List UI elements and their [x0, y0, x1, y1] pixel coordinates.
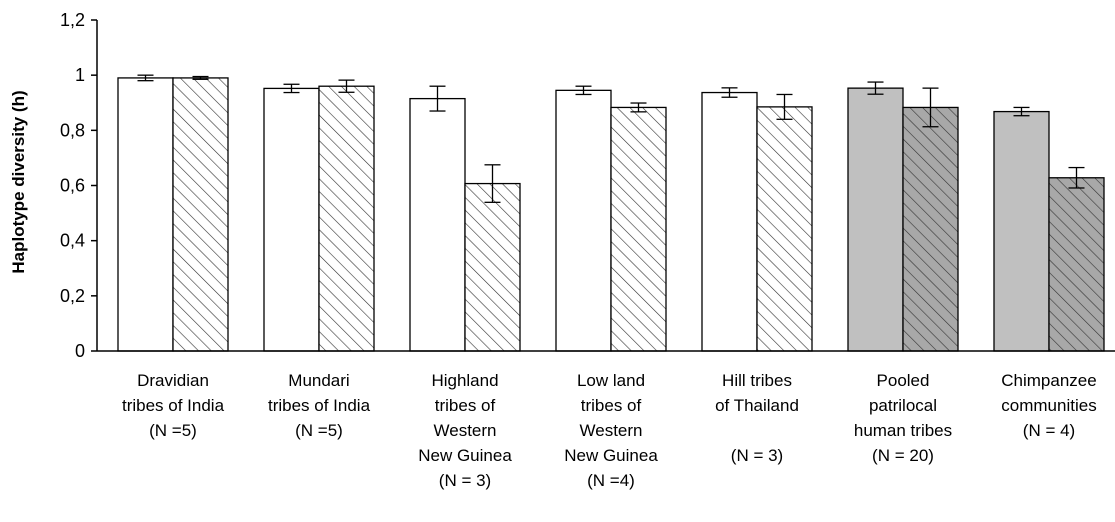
- bar-solid-3: [555, 89, 612, 352]
- error-bar: [484, 164, 501, 203]
- y-tick-label: 0,2: [60, 286, 85, 306]
- bar-hatched-6: [1048, 177, 1105, 352]
- category-label: Highland tribes of Western New Guinea (N = 3…: [418, 371, 512, 490]
- error-bar: [922, 87, 939, 128]
- category-label: Mundari tribes of India (N =5): [268, 371, 371, 440]
- bar-solid-1: [263, 87, 320, 352]
- error-bar: [1013, 106, 1030, 117]
- bar-hatched-5: [902, 106, 959, 352]
- y-axis-title: Haplotype diversity (h): [9, 90, 28, 273]
- bar-hatched-1: [318, 85, 375, 352]
- error-bar: [776, 93, 793, 120]
- y-tick-label: 0,8: [60, 120, 85, 140]
- category-label: Low land tribes of Western New Guinea (N =4): [564, 371, 658, 490]
- y-tick-label: 0: [75, 341, 85, 361]
- bar-hatched-0: [172, 77, 229, 352]
- bar-solid-5: [847, 87, 904, 352]
- y-tick-label: 0,4: [60, 231, 85, 251]
- y-tick-label: 0,6: [60, 176, 85, 196]
- error-bar: [1068, 166, 1085, 189]
- error-bar: [137, 74, 154, 82]
- error-bar: [283, 83, 300, 94]
- category-label: Dravidian tribes of India (N =5): [122, 371, 225, 440]
- error-bar: [721, 87, 738, 98]
- error-bar: [429, 85, 446, 112]
- category-label: Chimpanzee communities (N = 4): [1001, 371, 1096, 440]
- error-bar: [575, 85, 592, 96]
- y-tick-label: 1,2: [60, 10, 85, 30]
- bar-solid-6: [993, 110, 1050, 352]
- error-bar: [192, 75, 209, 80]
- bar-hatched-3: [610, 106, 667, 352]
- bar-hatched-2: [464, 182, 521, 352]
- bar-solid-4: [701, 91, 758, 352]
- error-bar: [630, 102, 647, 113]
- bar-solid-0: [117, 77, 174, 352]
- bar-solid-2: [409, 97, 466, 352]
- y-tick-label: 1: [75, 65, 85, 85]
- category-label: Hill tribes of Thailand (N = 3): [715, 371, 799, 465]
- category-label: Pooled patrilocal human tribes (N = 20): [854, 371, 952, 465]
- bar-hatched-4: [756, 106, 813, 352]
- error-bar: [338, 79, 355, 93]
- error-bar: [867, 81, 884, 95]
